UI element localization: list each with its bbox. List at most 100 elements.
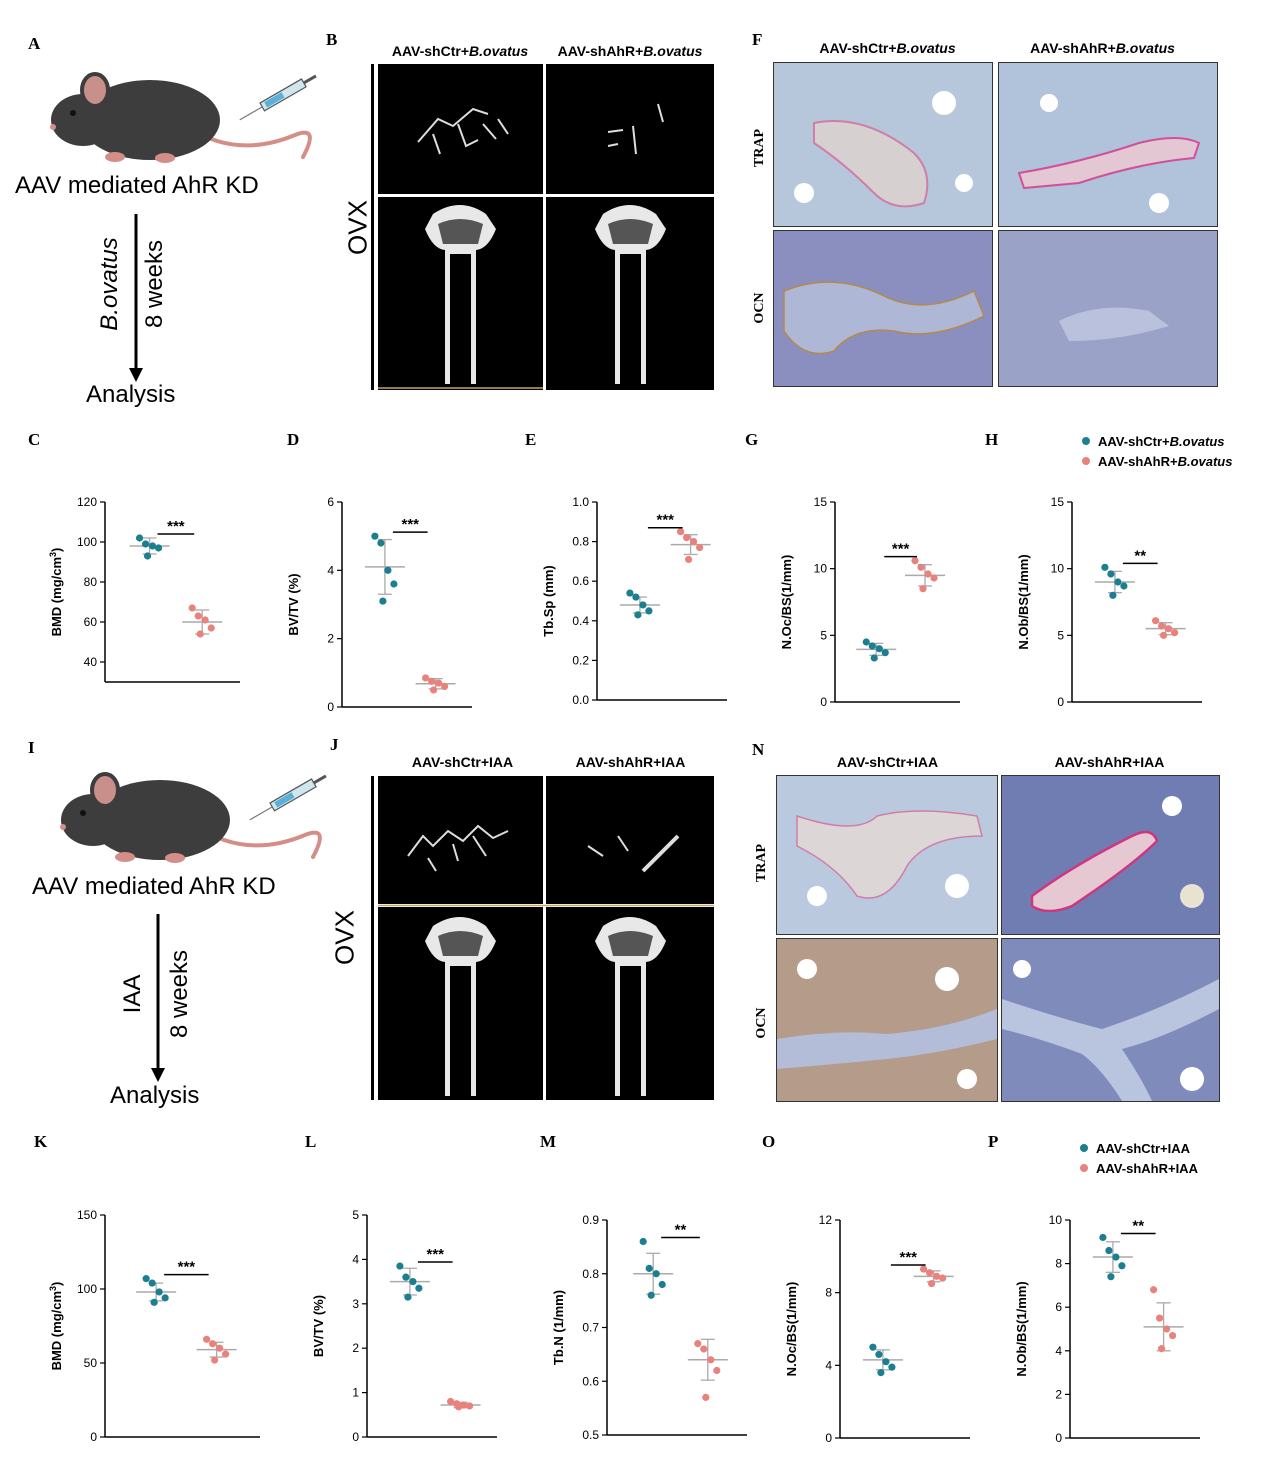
y-tick-label: 0 [327, 700, 334, 714]
histology-image [773, 62, 993, 227]
data-point [441, 682, 449, 691]
data-point [685, 555, 693, 564]
data-point [1158, 1345, 1166, 1353]
legend-item-ctr: AAV-shCtr+ B.ovatus [1082, 431, 1232, 451]
chart-bmd-top: 40 60 80 100 120 BMD (mg/cm3) *** [48, 495, 240, 683]
treatment-text-bottom: IAA [119, 974, 146, 1014]
histology-image [776, 938, 998, 1102]
chart-tbsp-top: 0.0 0.2 0.4 0.6 0.8 1.0 Tb.Sp (mm) *** [541, 495, 727, 707]
y-tick-label: 150 [77, 1208, 97, 1222]
data-point [1112, 1253, 1120, 1261]
data-point [1105, 1246, 1113, 1255]
data-point [658, 1280, 666, 1289]
y-tick-label: 3 [352, 1297, 359, 1311]
y-tick-label: 0 [90, 1430, 97, 1444]
data-point [196, 630, 204, 638]
data-point [924, 570, 932, 578]
panel-label-b: B [326, 30, 338, 49]
legend-item-ahr: AAV-shAhR+ B.ovatus [1082, 451, 1232, 471]
stain-label-ocn-top: OCN [752, 292, 767, 324]
data-point [652, 1270, 660, 1278]
data-point [702, 1393, 710, 1401]
group-header-ahr-n: AAV-shAhR+IAA [1054, 754, 1165, 770]
data-point [881, 649, 889, 657]
y-tick-label: 0 [825, 1431, 832, 1445]
panel-label-f: F [752, 30, 763, 49]
data-point [216, 1344, 224, 1352]
microct-images-top [378, 64, 714, 390]
y-tick-label: 0 [820, 695, 827, 709]
y-tick-label: 0.5 [582, 1428, 599, 1442]
panel-label-n: N [752, 740, 765, 759]
y-tick-label: 0.9 [582, 1213, 599, 1227]
data-point [888, 1363, 896, 1371]
divider [371, 776, 374, 1100]
group-header-ahr-j: AAV-shAhR+IAA [575, 754, 686, 770]
data-point [645, 607, 653, 615]
y-tick-label: 2 [1055, 1387, 1062, 1401]
y-tick-label: 0.6 [572, 574, 589, 588]
y-axis-label: N.Ob/BS(1/mm) [1014, 1281, 1029, 1376]
data-point [928, 1279, 936, 1288]
data-point [142, 1275, 150, 1283]
data-point [626, 589, 634, 597]
data-point [194, 612, 202, 620]
data-point [371, 532, 379, 540]
y-axis-label: N.Ob/BS(1/mm) [1016, 554, 1031, 649]
y-tick-label: 40 [84, 655, 98, 669]
y-tick-label: 8 [825, 1286, 832, 1300]
data-point [677, 528, 685, 536]
data-point [868, 642, 876, 650]
data-point [1120, 582, 1128, 590]
data-point [911, 557, 919, 565]
y-tick-label: 0.7 [582, 1321, 599, 1335]
data-point [143, 552, 152, 560]
y-tick-label: 100 [77, 1282, 97, 1296]
data-point [154, 544, 163, 552]
group-header-ctr-b: AAV-shCtr+B.ovatus [391, 43, 529, 59]
y-tick-label: 15 [1051, 495, 1065, 509]
data-point [917, 563, 925, 571]
chart-noc-top: 0 5 10 15 N.Oc/BS(1/mm) *** [779, 495, 960, 709]
y-tick-label: 12 [819, 1213, 833, 1227]
chart-noc-bottom: 0 4 8 12 N.Oc/BS(1/mm) *** [784, 1213, 970, 1445]
ovx-label-top: OVX [342, 200, 373, 255]
data-point [207, 624, 215, 632]
significance-label: ** [1134, 547, 1146, 564]
y-axis-label: BV/TV (%) [311, 1295, 326, 1357]
histology-image [773, 230, 993, 387]
y-tick-label: 4 [327, 563, 334, 577]
y-tick-label: 80 [84, 575, 98, 589]
y-tick-label: 100 [77, 535, 97, 549]
data-point [870, 654, 878, 662]
histology-image [998, 62, 1218, 227]
data-point [404, 1293, 412, 1301]
data-point [141, 540, 150, 548]
y-tick-label: 8 [1055, 1257, 1062, 1271]
legend-bottom: AAV-shCtr+IAA AAV-shAhR+IAA [1080, 1138, 1198, 1178]
data-point [632, 593, 640, 601]
data-point [155, 1288, 163, 1296]
data-point [1158, 622, 1166, 630]
data-point [920, 1265, 928, 1273]
y-tick-label: 4 [1055, 1344, 1062, 1358]
y-tick-label: 10 [814, 562, 828, 576]
chart-bvtv-bottom: 0 1 2 3 4 5 BV/TV (%) *** [311, 1208, 497, 1444]
data-point [390, 580, 398, 588]
data-point [428, 677, 436, 685]
data-point [690, 538, 698, 546]
y-tick-label: 0 [352, 1430, 359, 1444]
data-point [713, 1366, 721, 1375]
panel-label-m: M [540, 1132, 557, 1151]
y-tick-label: 5 [352, 1208, 359, 1222]
data-point [402, 1273, 410, 1281]
panel-label-e: E [525, 430, 537, 449]
data-point [1109, 591, 1117, 599]
significance-label: ** [1132, 1217, 1144, 1234]
significance-label: ** [675, 1222, 687, 1239]
y-tick-label: 0.2 [572, 653, 589, 667]
data-point [930, 574, 938, 582]
histology-image [1001, 775, 1220, 935]
data-point [1171, 629, 1179, 637]
y-tick-label: 60 [84, 615, 98, 629]
